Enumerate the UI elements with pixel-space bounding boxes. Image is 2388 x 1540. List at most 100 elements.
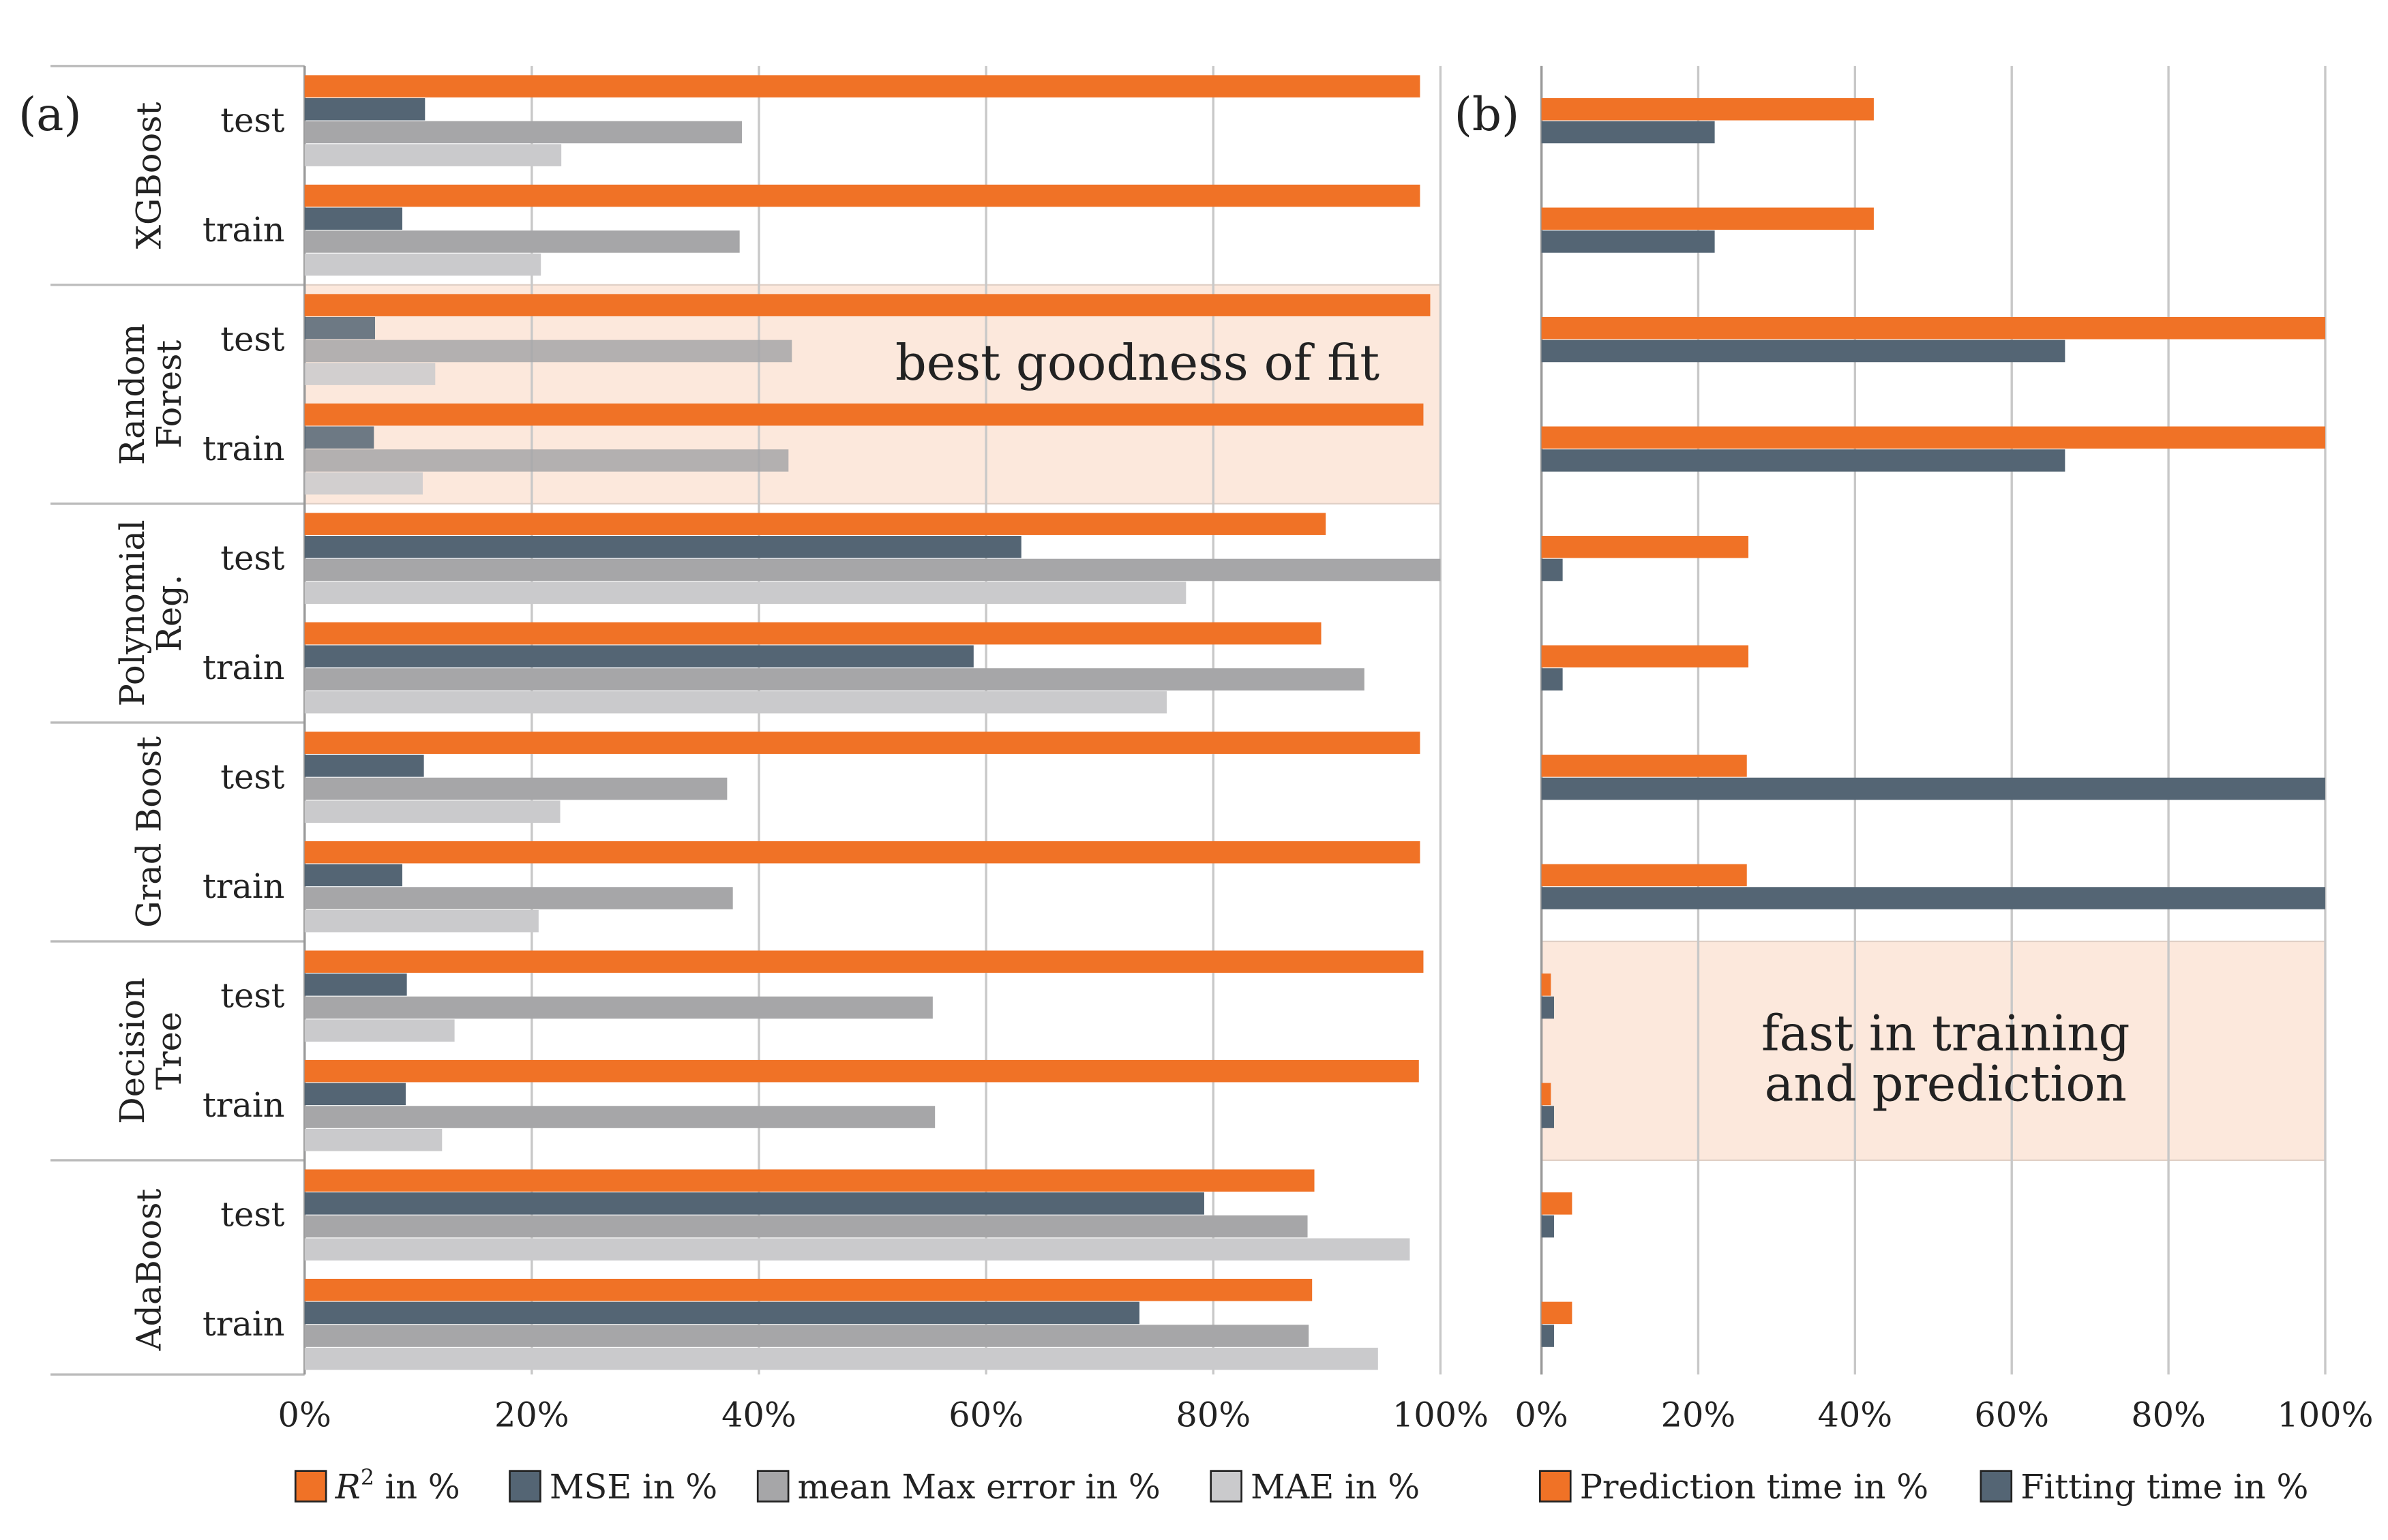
bar-fit-test (1541, 777, 2325, 800)
x-tick-label: 40% (1817, 1395, 1892, 1435)
x-tick-label: 100% (1392, 1395, 1489, 1435)
bars (304, 75, 2325, 1370)
bar-mae-train (304, 472, 423, 495)
group-label-adaboost: AdaBoost (130, 1188, 169, 1351)
subgroup-label-test: test (220, 757, 284, 796)
bar-maxerr-test (304, 1215, 1308, 1238)
legend-label-maxerr: mean Max error in % (798, 1467, 1161, 1507)
subgroup-label-test: test (220, 976, 284, 1015)
bar-r2-test (304, 1169, 1315, 1192)
legend-swatch-fit (1980, 1470, 2013, 1503)
bar-maxerr-test (304, 339, 792, 363)
bar-maxerr-train (304, 230, 740, 253)
legend-swatch-mae (1210, 1470, 1242, 1503)
bar-r2-test (304, 294, 1431, 316)
x-tick-label: 100% (2277, 1395, 2373, 1435)
legend-sup: 2 (361, 1466, 374, 1490)
bar-pred-test (1541, 317, 2325, 339)
bar-pred-train (1541, 645, 1749, 668)
bar-mse-train (304, 1083, 406, 1106)
bar-pred-test (1541, 973, 1551, 996)
bar-r2-test (304, 950, 1424, 973)
legend-swatch-r2 (294, 1470, 327, 1503)
x-tick-label: 60% (1974, 1395, 2049, 1435)
bar-maxerr-train (304, 449, 789, 472)
group-label-polynomial-reg-: PolynomialReg. (113, 519, 189, 706)
group-label-xgboost: XGBoost (130, 102, 169, 249)
legend-r: R (335, 1467, 361, 1507)
subgroup-label-train: train (203, 648, 284, 687)
bar-pred-test (1541, 755, 1747, 777)
bar-maxerr-train (304, 1325, 1309, 1347)
bar-pred-train (1541, 207, 1874, 230)
bar-pred-train (1541, 864, 1747, 887)
bar-maxerr-test (304, 558, 1441, 582)
subgroup-label-train: train (203, 866, 284, 906)
gridlines (50, 65, 2327, 1376)
bar-fit-train (1541, 230, 1715, 253)
bar-maxerr-train (304, 668, 1364, 691)
legend-label-r2: R2 in % (335, 1466, 460, 1507)
bar-pred-test (1541, 536, 1749, 558)
subgroup-label-test: test (220, 538, 284, 577)
group-label-line: AdaBoost (130, 1188, 169, 1351)
bar-maxerr-train (304, 887, 733, 909)
bar-mae-test (304, 1019, 455, 1042)
group-label-grad-boost: Grad Boost (130, 736, 169, 928)
bar-r2-train (304, 1278, 1313, 1301)
group-label-line: Reg. (149, 575, 189, 652)
x-tick-label: 80% (2131, 1395, 2206, 1435)
bar-r2-train (304, 184, 1420, 207)
bar-mse-train (304, 864, 402, 887)
bar-pred-train (1541, 426, 2325, 449)
x-tick-label: 80% (1176, 1395, 1251, 1435)
x-tick-label: 60% (949, 1395, 1024, 1435)
subgroup-label-test: test (220, 100, 284, 140)
group-label-line: Tree (149, 1012, 189, 1090)
legend-label-mae: MAE in % (1251, 1467, 1420, 1507)
bar-r2-train (304, 1059, 1419, 1083)
annotation-best-fit: best goodness of fit (895, 334, 1379, 391)
bar-mae-test (304, 363, 436, 385)
bar-mae-train (304, 1347, 1378, 1370)
bar-fit-test (1541, 558, 1563, 582)
group-label-decision-tree: DecisionTree (113, 978, 189, 1124)
bar-maxerr-test (304, 777, 728, 800)
annotation-fast: fast in training (1761, 1004, 2130, 1061)
bar-r2-test (304, 513, 1326, 535)
bar-mse-test (304, 317, 376, 339)
x-tick-label: 20% (494, 1395, 569, 1435)
group-label-line: Decision (113, 978, 152, 1124)
legend-swatch-pred (1538, 1470, 1572, 1503)
bar-fit-train (1541, 887, 2325, 909)
bar-r2-train (304, 841, 1420, 864)
bar-mse-train (304, 1301, 1140, 1325)
bar-maxerr-test (304, 996, 933, 1019)
bar-pred-train (1541, 1301, 1572, 1325)
bar-r2-train (304, 403, 1424, 426)
subgroup-label-test: test (220, 319, 284, 359)
legend-label-pred: Prediction time in % (1580, 1467, 1929, 1507)
bar-fit-train (1541, 1106, 1554, 1128)
subgroup-label-train: train (203, 1085, 284, 1125)
panel-b-label: (b) (1454, 87, 1520, 141)
bar-fit-train (1541, 449, 2065, 472)
annotation-fast: and prediction (1765, 1055, 2127, 1112)
legend-rest: in % (374, 1467, 460, 1507)
bar-mae-train (304, 691, 1167, 714)
bar-fit-train (1541, 1325, 1554, 1347)
labels: 0% 20% 40% 60% 80% 100% 0% 20% 40% 60% 80% 100% XGBo… (113, 100, 2374, 1507)
x-tick-label: 0% (278, 1395, 331, 1435)
group-label-line: XGBoost (130, 102, 169, 249)
bar-mae-test (304, 1238, 1410, 1260)
bar-mse-test (304, 1192, 1204, 1215)
legend-swatch-mse (509, 1470, 541, 1503)
bar-mse-test (304, 973, 407, 996)
bar-fit-test (1541, 339, 2065, 363)
bar-fit-test (1541, 1215, 1554, 1238)
bar-mse-test (304, 98, 426, 121)
legend-label-fit: Fitting time in % (2020, 1467, 2308, 1507)
subgroup-label-test: test (220, 1194, 284, 1234)
bar-fit-train (1541, 668, 1563, 691)
